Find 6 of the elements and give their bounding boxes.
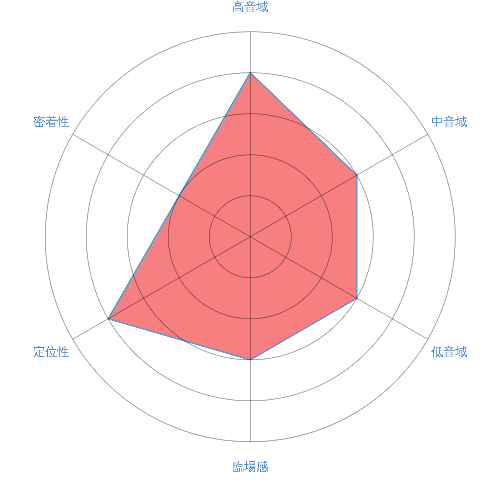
spoke-label: 中音域	[432, 114, 468, 129]
spoke-label: 高音域	[232, 0, 268, 14]
spoke-label: 定位性	[33, 345, 70, 360]
spoke-label: 臨場感	[232, 460, 268, 474]
spoke-label: 密着性	[33, 114, 70, 129]
spoke-label: 低音域	[432, 345, 468, 360]
